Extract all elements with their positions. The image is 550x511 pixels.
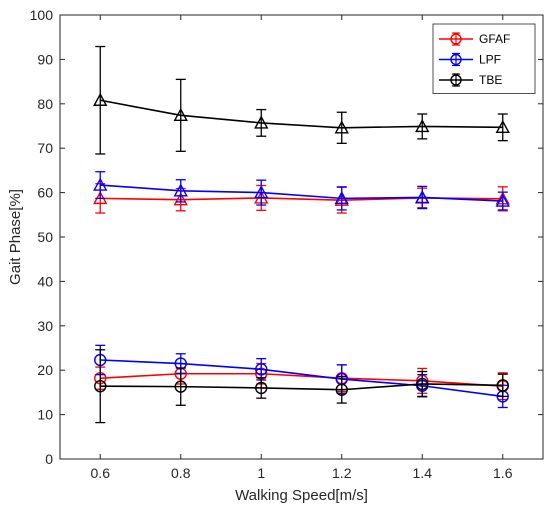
axes-layer: 0.6 0.8 1 1.2 1.4 1.6 0 10 20 30 40 50 60 70 80 90 100 [30, 7, 544, 481]
series-2 [94, 349, 509, 424]
y-tick-label: 40 [37, 273, 53, 289]
data-point [93, 92, 108, 106]
x-tick-label: 1.2 [332, 465, 352, 481]
series-0 [94, 362, 509, 401]
y-tick-label: 10 [37, 407, 53, 423]
series-line [100, 359, 503, 398]
data-point [173, 192, 188, 206]
legend-marker [450, 74, 462, 86]
legend-item: GFAF [439, 32, 510, 46]
x-tick-label: 0.6 [91, 465, 111, 481]
y-axis-label: Gait Phase[%] [7, 189, 24, 285]
series-line [100, 99, 503, 129]
y-tick-label: 20 [37, 362, 53, 378]
data-point [173, 107, 188, 122]
x-tick-label: 0.8 [171, 465, 191, 481]
legend: GFAF LPF TBE [432, 23, 536, 94]
data-point [334, 190, 349, 205]
legend-item: TBE [439, 73, 502, 87]
y-tick-label: 90 [37, 51, 53, 67]
series-4 [93, 171, 510, 211]
y-tick-label: 80 [37, 96, 53, 112]
data-point [173, 183, 188, 197]
series-layer [93, 45, 510, 424]
data-point [415, 118, 430, 133]
series-line [100, 372, 503, 387]
x-tick-label: 1.6 [493, 465, 513, 481]
y-tick-label: 100 [30, 7, 54, 23]
x-axis-label: Walking Speed[m/s] [235, 487, 368, 504]
data-point [334, 120, 349, 134]
x-tick-label: 1 [257, 465, 265, 481]
data-point [255, 363, 268, 376]
data-point [495, 193, 510, 207]
data-point [254, 115, 269, 129]
data-point [174, 380, 187, 393]
legend-label: GFAF [479, 32, 510, 46]
y-tick-label: 0 [45, 451, 53, 467]
x-tick-label: 1.4 [413, 465, 433, 481]
data-point [416, 377, 429, 391]
data-point [254, 185, 269, 199]
data-point [496, 379, 509, 392]
legend-marker [450, 33, 462, 45]
series-line [100, 383, 503, 391]
data-point [335, 383, 348, 396]
legend-item: LPF [439, 53, 501, 67]
y-tick-label: 30 [37, 318, 53, 334]
legend-label: TBE [479, 73, 502, 87]
legend-label: LPF [479, 53, 501, 67]
y-tick-label: 70 [37, 140, 53, 156]
y-tick-label: 60 [37, 185, 53, 201]
series-5 [93, 45, 510, 155]
data-point [415, 190, 430, 204]
legend-marker [450, 53, 462, 66]
data-point [93, 177, 108, 191]
data-point [94, 379, 107, 393]
y-tick-label: 50 [37, 229, 53, 245]
data-point [255, 381, 268, 395]
data-point [495, 119, 510, 134]
series-line [100, 184, 503, 202]
